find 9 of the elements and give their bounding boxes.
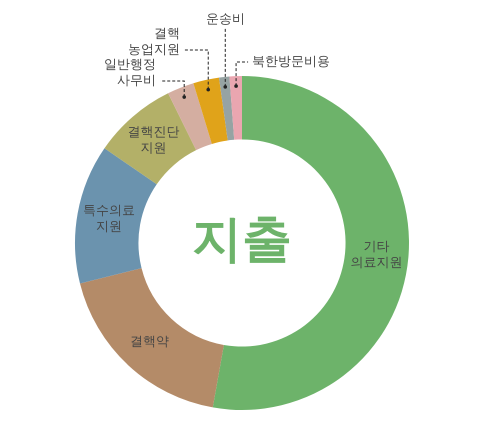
slice-label: 결핵약	[130, 334, 170, 350]
slice-label: 결핵 농업지원	[128, 26, 180, 58]
slice-label: 기타 의료지원	[350, 239, 403, 270]
slice-label: 특수의료 지원	[82, 203, 135, 234]
text: 지출	[192, 210, 292, 268]
slice-label: 결핵진단 지원	[128, 125, 180, 156]
slice-label: 북한방문비용	[252, 54, 330, 70]
slice-label: 일반행정 사무비	[104, 57, 156, 88]
slice-label: 운송비	[206, 12, 245, 27]
